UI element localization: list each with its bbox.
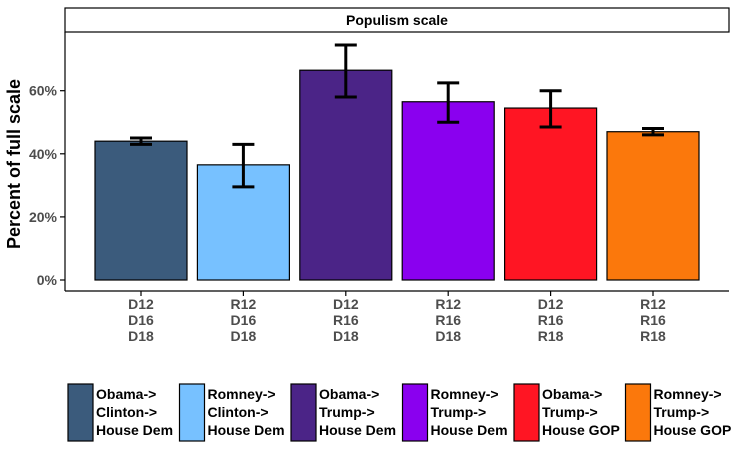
legend-item: Obama-> Trump-> House GOP [513,383,620,442]
legend-item: Romney-> Trump-> House Dem [401,383,508,442]
legend-label: Romney-> Trump-> House Dem [431,386,508,438]
legend-label: Obama-> Trump-> House Dem [319,386,396,438]
legend-label-line: Trump-> [542,404,598,420]
x-tick-label-line: D16 [128,312,154,328]
legend-label-line: Romney-> [654,386,722,402]
legend-label-line: Trump-> [654,404,710,420]
legend-key [290,383,317,442]
x-tick-label-line: D12 [333,296,359,312]
x-tick-label-obama-trump-gop: D12 R16 R18 [538,296,564,344]
legend-label-line: Obama-> [542,386,602,402]
x-tick-label-obama-trump-dem: D12 R16 D18 [333,296,359,344]
y-axis: 0% 20% 40% 60% [29,83,65,288]
error-bars [130,43,664,189]
legend-key [67,383,94,442]
x-tick-label-obama-clinton-dem: D12 D16 D18 [128,296,154,344]
error-bar-obama-trump-gop [539,89,562,129]
x-tick-label-line: D12 [538,296,564,312]
legend-label-line: Obama-> [96,386,156,402]
x-tick-label-line: R16 [640,312,666,328]
x-tick-label-line: R12 [231,296,257,312]
error-bar-romney-trump-dem [437,81,460,124]
legend-label-line: Romney-> [208,386,276,402]
legend: Obama-> Clinton-> House Dem Romney-> Clinton… [67,383,732,442]
x-tick-label-romney-trump-gop: R12 R16 R18 [640,296,666,344]
legend-label-line: House GOP [542,422,620,438]
legend-item: Obama-> Clinton-> House Dem [67,383,173,442]
x-tick-label-line: R16 [435,312,461,328]
y-axis-label: Percent of full scale [4,79,24,249]
y-tick-label: 0% [37,272,58,288]
legend-label-line: Clinton-> [96,404,157,420]
x-tick-label-line: R16 [538,312,564,328]
x-tick-label-line: D18 [231,328,257,344]
legend-item: Romney-> Trump-> House GOP [624,383,732,442]
legend-key [401,383,429,442]
x-tick-label-line: D16 [231,312,257,328]
legend-label: Obama-> Clinton-> House Dem [96,386,173,438]
legend-label-line: House Dem [431,422,508,438]
y-tick-label: 60% [29,83,58,99]
x-tick-label-line: D18 [435,328,461,344]
x-tick-label-line: D18 [333,328,359,344]
x-tick-label-line: R12 [640,296,666,312]
x-tick-label-line: D12 [128,296,154,312]
legend-key [513,383,540,442]
legend-label-line: House Dem [208,422,285,438]
facet-strip: Populism scale [64,7,730,33]
error-bar-romney-clinton-dem [232,142,255,189]
axis-lines [64,32,729,292]
y-tick-label: 20% [29,209,58,225]
bar-obama-clinton-dem [94,140,188,281]
legend-label-line: Trump-> [431,404,487,420]
legend-label-line: Romney-> [431,386,499,402]
x-tick-label-line: R16 [333,312,359,328]
legend-label: Romney-> Clinton-> House Dem [208,386,285,438]
bar-obama-trump-dem [299,69,393,281]
error-bar-obama-clinton-dem [130,136,152,146]
legend-item: Romney-> Clinton-> House Dem [178,383,285,442]
legend-label-line: Clinton-> [208,404,269,420]
error-bar-obama-trump-dem [334,43,357,99]
x-tick-label-line: R12 [435,296,461,312]
x-tick-label-line: R18 [640,328,666,344]
legend-label-line: House Dem [96,422,173,438]
legend-label: Obama-> Trump-> House GOP [542,386,620,438]
legend-key [624,383,652,442]
bar-romney-trump-gop [606,131,700,281]
x-tick-label-line: D18 [128,328,154,344]
facet-title: Populism scale [346,12,448,28]
legend-key [178,383,206,442]
error-bar-romney-trump-gop [642,127,664,137]
x-tick-label-line: R18 [538,328,564,344]
legend-label: Romney-> Trump-> House GOP [654,386,732,438]
x-tick-label-romney-trump-dem: R12 R16 D18 [435,296,461,344]
legend-item: Obama-> Trump-> House Dem [290,383,396,442]
bars [94,69,700,281]
facet-strip-box [64,7,730,33]
y-tick-label: 40% [29,146,58,162]
x-tick-label-romney-clinton-dem: R12 D16 D18 [231,296,257,344]
legend-label-line: House GOP [654,422,732,438]
legend-label-line: Obama-> [319,386,379,402]
bar-romney-trump-dem [401,101,495,281]
bar-obama-trump-gop [504,107,598,281]
legend-label-line: Trump-> [319,404,375,420]
legend-label-line: House Dem [319,422,396,438]
